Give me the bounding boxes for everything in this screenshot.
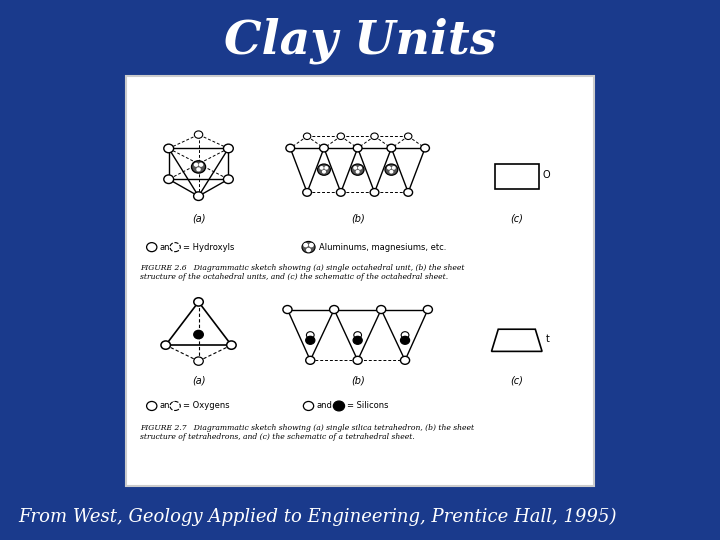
Circle shape xyxy=(161,341,171,349)
Circle shape xyxy=(359,167,361,169)
Circle shape xyxy=(387,144,396,152)
Circle shape xyxy=(336,188,345,196)
Circle shape xyxy=(306,336,315,345)
Text: O: O xyxy=(543,170,550,180)
Circle shape xyxy=(163,175,174,184)
Circle shape xyxy=(371,133,378,139)
Circle shape xyxy=(320,144,328,152)
Circle shape xyxy=(303,401,314,410)
Circle shape xyxy=(223,144,233,153)
Circle shape xyxy=(356,171,359,173)
Circle shape xyxy=(333,401,345,411)
Circle shape xyxy=(192,161,206,173)
Text: and: and xyxy=(317,401,333,410)
Circle shape xyxy=(170,401,180,410)
Circle shape xyxy=(354,167,356,169)
Circle shape xyxy=(401,332,409,339)
Circle shape xyxy=(227,341,236,349)
Circle shape xyxy=(351,164,364,176)
Circle shape xyxy=(325,167,328,169)
Circle shape xyxy=(302,188,312,196)
Circle shape xyxy=(199,164,202,166)
Text: and: and xyxy=(160,242,176,252)
Circle shape xyxy=(323,171,325,173)
Circle shape xyxy=(405,133,412,139)
Circle shape xyxy=(310,244,313,247)
Text: FIGURE 2.6   Diagrammatic sketch showing (a) single octahedral unit, (b) the she: FIGURE 2.6 Diagrammatic sketch showing (… xyxy=(140,264,464,281)
Text: = Silicons: = Silicons xyxy=(347,401,389,410)
Text: (a): (a) xyxy=(192,213,205,224)
Circle shape xyxy=(194,131,203,138)
Circle shape xyxy=(197,168,200,171)
Circle shape xyxy=(283,306,292,314)
Circle shape xyxy=(404,188,413,196)
Text: FIGURE 2.7   Diagrammatic sketch showing (a) single silica tetrahedron, (b) the : FIGURE 2.7 Diagrammatic sketch showing (… xyxy=(140,423,474,441)
Circle shape xyxy=(354,144,362,152)
Circle shape xyxy=(147,242,157,252)
Circle shape xyxy=(307,332,314,339)
Text: = Oxygens: = Oxygens xyxy=(183,401,230,410)
Text: and: and xyxy=(160,401,176,410)
Circle shape xyxy=(400,336,410,345)
Circle shape xyxy=(377,306,386,314)
Circle shape xyxy=(320,167,323,169)
Text: (c): (c) xyxy=(510,375,523,386)
Text: (b): (b) xyxy=(351,213,364,224)
Circle shape xyxy=(390,171,392,173)
Circle shape xyxy=(400,356,410,365)
Circle shape xyxy=(194,330,203,339)
Circle shape xyxy=(194,192,204,200)
Circle shape xyxy=(387,167,390,169)
Bar xyxy=(495,164,539,188)
Text: = Hydroxyls: = Hydroxyls xyxy=(183,242,235,252)
Circle shape xyxy=(307,248,310,252)
Circle shape xyxy=(304,244,307,247)
Text: Aluminums, magnesiums, etc.: Aluminums, magnesiums, etc. xyxy=(319,242,446,252)
Circle shape xyxy=(286,144,294,152)
Circle shape xyxy=(194,298,203,306)
Circle shape xyxy=(423,306,433,314)
Circle shape xyxy=(170,242,180,252)
Circle shape xyxy=(302,241,315,253)
Circle shape xyxy=(330,306,338,314)
Circle shape xyxy=(354,332,361,339)
Circle shape xyxy=(370,188,379,196)
Text: (a): (a) xyxy=(192,375,205,386)
Text: t: t xyxy=(546,334,549,344)
Circle shape xyxy=(353,336,362,345)
Circle shape xyxy=(385,164,397,176)
Circle shape xyxy=(318,164,330,176)
Circle shape xyxy=(194,357,203,365)
Circle shape xyxy=(223,175,233,184)
FancyBboxPatch shape xyxy=(126,76,594,486)
Text: Clay Units: Clay Units xyxy=(224,17,496,64)
Polygon shape xyxy=(492,329,542,352)
Circle shape xyxy=(194,164,198,166)
Circle shape xyxy=(392,167,395,169)
Text: (b): (b) xyxy=(351,375,364,386)
Circle shape xyxy=(147,401,157,410)
Circle shape xyxy=(337,133,344,139)
Circle shape xyxy=(420,144,429,152)
Circle shape xyxy=(353,356,362,365)
Text: (c): (c) xyxy=(510,213,523,224)
Circle shape xyxy=(303,133,311,139)
Circle shape xyxy=(163,144,174,153)
Text: From West, Geology Applied to Engineering, Prentice Hall, 1995): From West, Geology Applied to Engineerin… xyxy=(18,508,616,526)
Circle shape xyxy=(306,356,315,365)
